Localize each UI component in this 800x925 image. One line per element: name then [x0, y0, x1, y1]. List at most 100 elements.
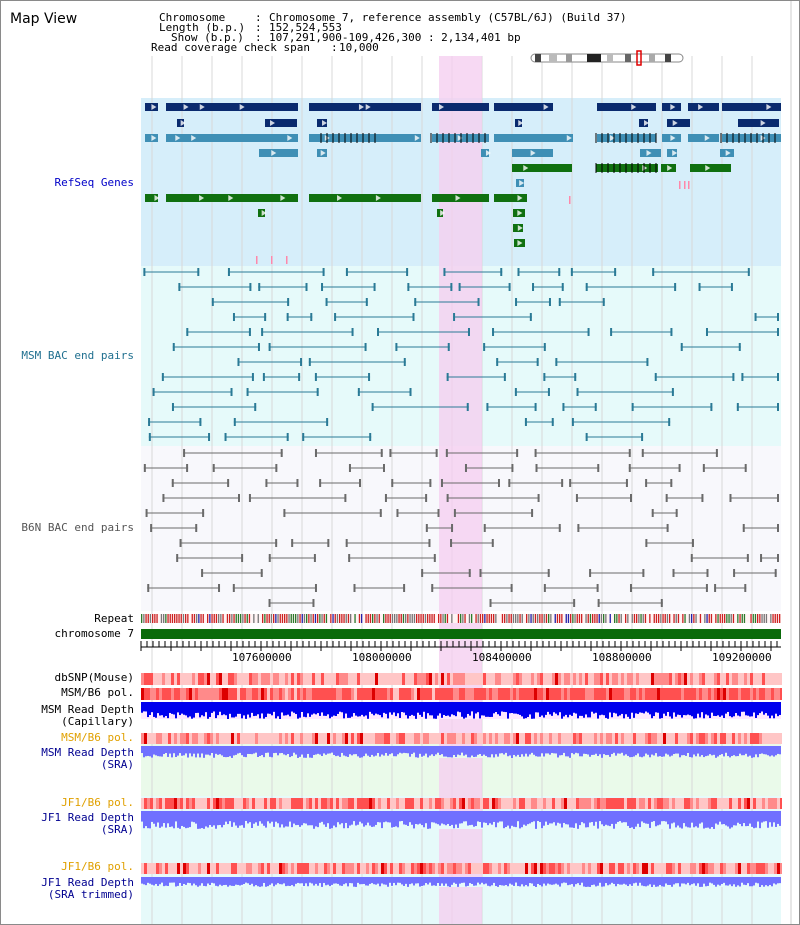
depth-bar [141, 702, 143, 713]
track-label-jf1-depth-trim[interactable]: JF1 Read Depth [41, 876, 134, 889]
bac-end [733, 569, 736, 577]
heat-cell [471, 733, 474, 744]
repeat-feature [750, 614, 752, 623]
heat-cell [372, 688, 375, 700]
depth-bar [207, 877, 209, 884]
depth-bar [239, 811, 241, 826]
track-label-jf1-depth-sra[interactable]: JF1 Read Depth [41, 811, 134, 824]
track-label-msm-b6-pol[interactable]: MSM/B6 pol. [61, 686, 134, 699]
gene-strand-arrow [183, 104, 189, 110]
depth-bar [249, 877, 251, 885]
depth-bar [653, 877, 655, 885]
depth-bar [331, 811, 333, 829]
heat-cell [603, 798, 606, 809]
bac-end [310, 313, 313, 321]
depth-bar [579, 702, 581, 716]
heat-cell [696, 733, 699, 744]
depth-bar [385, 811, 387, 822]
depth-bar [467, 746, 469, 758]
track-label-jf1-b6-pol[interactable]: JF1/B6 pol. [61, 796, 134, 809]
depth-bar [239, 702, 241, 714]
depth-bar [689, 702, 691, 716]
repeat-feature [343, 614, 345, 623]
bac-end [428, 539, 431, 547]
bac-end [425, 494, 428, 502]
depth-bar [461, 811, 463, 824]
repeat-feature [200, 614, 202, 623]
depth-bar [181, 702, 183, 714]
heat-cell [660, 798, 663, 809]
bac-end [529, 313, 532, 321]
depth-bar [605, 811, 607, 825]
heat-cell [576, 863, 579, 874]
track-label-msm-depth-cap[interactable]: MSM Read Depth [41, 703, 134, 716]
track-label-msm-depth-sra[interactable]: MSM Read Depth [41, 746, 134, 759]
depth-bar [703, 746, 705, 758]
depth-bar [453, 877, 455, 883]
depth-bar [689, 811, 691, 828]
heat-cell [741, 798, 744, 809]
heat-cell [699, 863, 702, 874]
bac-end [233, 418, 236, 426]
depth-bar [265, 811, 267, 828]
depth-bar [253, 811, 255, 824]
heat-cell [468, 798, 471, 809]
depth-bar [577, 877, 579, 884]
repeat-feature [207, 614, 209, 623]
depth-bar [245, 746, 247, 758]
depth-bar [237, 877, 239, 885]
heat-cell [201, 863, 204, 874]
depth-bar [511, 811, 513, 826]
heat-cell [624, 798, 627, 809]
heat-cell [159, 673, 162, 685]
gene-strand-arrow [269, 120, 275, 126]
track-label-dbsnp[interactable]: dbSNP(Mouse) [54, 671, 134, 684]
heat-cell [261, 688, 264, 700]
depth-bar [515, 746, 517, 757]
bac-end [345, 539, 348, 547]
heat-cell [516, 863, 519, 874]
depth-bar [321, 746, 323, 757]
heat-cell [264, 863, 267, 874]
depth-bar [239, 746, 241, 753]
depth-bar [605, 746, 607, 756]
depth-bar [677, 811, 679, 826]
depth-bar [191, 811, 193, 822]
heat-cell [759, 673, 762, 685]
heat-cell [645, 733, 648, 744]
depth-bar [345, 811, 347, 823]
depth-bar [739, 746, 741, 754]
heat-cell [159, 798, 162, 809]
heat-cell [492, 688, 495, 700]
heat-cell [411, 673, 414, 685]
heat-cell [624, 733, 627, 744]
depth-bar [423, 811, 425, 828]
depth-bar [611, 877, 613, 883]
track-label-jf1-b6-pol-2[interactable]: JF1/B6 pol. [61, 860, 134, 873]
depth-bar [575, 702, 577, 714]
depth-bar [471, 746, 473, 756]
gene-strand-arrow [519, 180, 525, 186]
depth-bar [639, 746, 641, 757]
heat-cell [603, 863, 606, 874]
track-label-repeat[interactable]: Repeat [94, 612, 134, 625]
depth-bar [503, 702, 505, 712]
depth-bar [263, 877, 265, 883]
track-label-refseq[interactable]: RefSeq Genes [54, 176, 134, 189]
heat-cell [480, 798, 483, 809]
depth-bar [301, 702, 303, 712]
heat-cell [681, 673, 684, 685]
bac-end [596, 584, 599, 592]
repeat-feature [638, 614, 640, 623]
depth-bar [195, 877, 197, 886]
track-label-b6n-bac[interactable]: B6N BAC end pairs [21, 521, 134, 534]
depth-bar [177, 877, 179, 886]
heat-cell [723, 733, 726, 744]
depth-bar [279, 811, 281, 828]
track-label-msm-b6-pol-2[interactable]: MSM/B6 pol. [61, 731, 134, 744]
track-label-msm-bac[interactable]: MSM BAC end pairs [21, 349, 134, 362]
heat-cell [777, 733, 780, 744]
depth-bar [481, 702, 483, 716]
